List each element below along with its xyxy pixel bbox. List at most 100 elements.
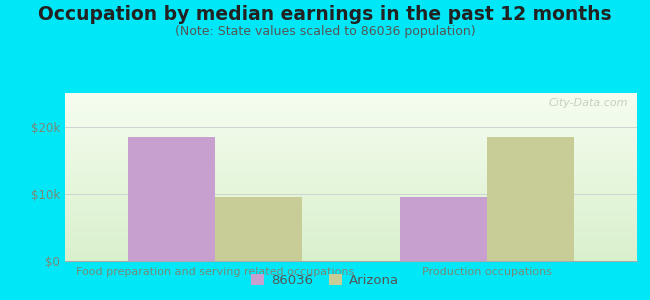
Bar	[65, 256, 637, 257]
Bar	[65, 148, 637, 149]
Bar	[65, 109, 637, 110]
Bar	[65, 192, 637, 193]
Bar	[65, 96, 637, 97]
Bar	[65, 115, 637, 116]
Bar	[65, 117, 637, 118]
Bar	[65, 128, 637, 129]
Bar	[65, 213, 637, 214]
Bar	[65, 236, 637, 237]
Bar	[65, 212, 637, 213]
Bar	[65, 239, 637, 240]
Bar	[65, 151, 637, 152]
Bar	[65, 147, 637, 148]
Bar	[65, 97, 637, 98]
Bar	[65, 234, 637, 235]
Bar	[65, 255, 637, 256]
Bar	[65, 145, 637, 146]
Bar	[65, 204, 637, 205]
Bar	[65, 173, 637, 174]
Bar	[65, 155, 637, 156]
Bar	[65, 186, 637, 187]
Bar	[65, 121, 637, 122]
Bar	[65, 153, 637, 154]
Bar	[65, 184, 637, 185]
Bar	[65, 162, 637, 163]
Bar	[65, 157, 637, 158]
Bar	[65, 131, 637, 132]
Bar	[65, 240, 637, 241]
Bar	[65, 241, 637, 242]
Bar	[65, 253, 637, 254]
Bar	[65, 127, 637, 128]
Text: (Note: State values scaled to 86036 population): (Note: State values scaled to 86036 popu…	[175, 26, 475, 38]
Bar	[488, 137, 575, 261]
Bar	[65, 242, 637, 243]
Bar	[65, 231, 637, 232]
Bar	[65, 219, 637, 220]
Bar	[65, 254, 637, 255]
Bar	[65, 166, 637, 167]
Bar	[65, 126, 637, 127]
Bar	[65, 233, 637, 234]
Bar	[65, 134, 637, 135]
Bar	[65, 187, 637, 188]
Bar	[65, 215, 637, 216]
Bar	[65, 207, 637, 208]
Bar	[65, 102, 637, 103]
Bar	[65, 180, 637, 181]
Bar	[65, 164, 637, 165]
Bar	[65, 112, 637, 113]
Bar	[65, 224, 637, 225]
Bar	[65, 122, 637, 123]
Bar	[65, 250, 637, 251]
Bar	[65, 222, 637, 223]
Bar	[400, 197, 488, 261]
Bar	[65, 245, 637, 246]
Bar	[65, 210, 637, 211]
Bar	[65, 104, 637, 105]
Bar	[65, 221, 637, 222]
Bar	[65, 106, 637, 107]
Bar	[65, 144, 637, 145]
Bar	[65, 120, 637, 121]
Bar	[65, 129, 637, 130]
Bar	[65, 243, 637, 244]
Bar	[65, 174, 637, 175]
Bar	[65, 228, 637, 229]
Bar	[65, 132, 637, 133]
Bar	[214, 197, 302, 261]
Bar	[65, 141, 637, 142]
Bar	[65, 198, 637, 199]
Bar	[65, 202, 637, 203]
Bar	[65, 113, 637, 114]
Bar	[65, 196, 637, 197]
Bar	[65, 214, 637, 215]
Bar	[65, 139, 637, 140]
Bar	[65, 95, 637, 96]
Bar	[65, 211, 637, 212]
Bar	[65, 94, 637, 95]
Bar	[65, 183, 637, 184]
Bar	[65, 237, 637, 238]
Bar	[65, 154, 637, 155]
Bar	[65, 161, 637, 162]
Bar	[65, 130, 637, 131]
Bar	[65, 175, 637, 176]
Bar	[65, 206, 637, 207]
Bar	[65, 116, 637, 117]
Bar	[65, 108, 637, 109]
Bar	[65, 195, 637, 196]
Bar	[65, 98, 637, 99]
Bar	[65, 101, 637, 102]
Bar	[65, 246, 637, 247]
Bar	[65, 179, 637, 180]
Bar	[65, 223, 637, 224]
Bar	[65, 251, 637, 252]
Bar	[65, 146, 637, 147]
Text: Occupation by median earnings in the past 12 months: Occupation by median earnings in the pas…	[38, 4, 612, 23]
Bar	[65, 205, 637, 206]
Bar	[65, 247, 637, 248]
Bar	[65, 248, 637, 249]
Bar	[65, 225, 637, 226]
Bar	[65, 194, 637, 195]
